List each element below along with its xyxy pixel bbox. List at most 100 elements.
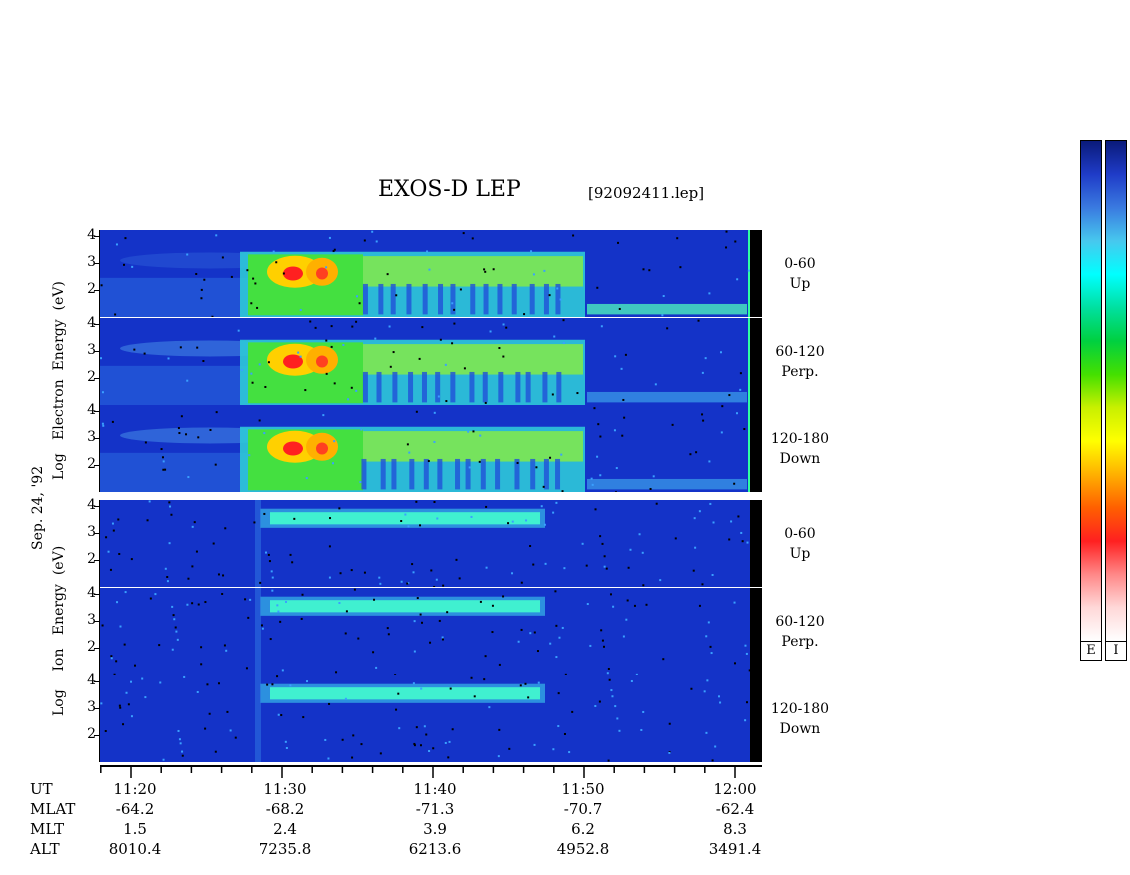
- ion-panel-1: [100, 500, 754, 587]
- noise-dot: [200, 297, 203, 300]
- noise-dot: [197, 603, 200, 606]
- noise-dot: [328, 236, 331, 239]
- noise-dot: [576, 392, 579, 395]
- noise-dot: [542, 485, 545, 488]
- noise-dot: [202, 360, 205, 363]
- noise-dot: [395, 294, 398, 297]
- date-label: Sep. 24, '92: [30, 465, 46, 550]
- tick-mark: [94, 263, 100, 264]
- noise-dot: [297, 351, 300, 354]
- noise-dot: [711, 759, 714, 762]
- noise-dot: [659, 579, 662, 582]
- noise-dot: [404, 513, 407, 516]
- noise-dot: [415, 410, 418, 413]
- noise-dot: [171, 648, 174, 651]
- noise-dot: [537, 681, 540, 684]
- noise-dot: [276, 675, 279, 678]
- noise-dot: [478, 460, 481, 463]
- noise-dot: [444, 363, 447, 366]
- striation: [423, 458, 429, 490]
- noise-dot: [200, 663, 203, 666]
- noise-dot: [161, 456, 164, 459]
- noise-dot: [304, 389, 307, 392]
- noise-dot: [328, 702, 331, 705]
- noise-dot: [394, 674, 397, 675]
- noise-dot: [112, 529, 115, 532]
- low-band: [587, 478, 747, 490]
- noise-dot: [245, 667, 248, 670]
- noise-dot: [597, 423, 600, 426]
- noise-dot: [498, 728, 501, 731]
- noise-dot: [437, 395, 440, 398]
- noise-dot: [130, 715, 133, 718]
- noise-dot: [200, 288, 203, 291]
- noise-dot: [524, 682, 527, 685]
- noise-dot: [408, 451, 411, 454]
- striation: [469, 371, 475, 403]
- electron-tick-1-4: 4: [87, 227, 96, 243]
- electron-side-bar-1: [754, 230, 762, 317]
- noise-dot: [591, 483, 594, 486]
- noise-dot: [433, 411, 436, 414]
- noise-dot: [124, 591, 127, 594]
- striation: [495, 458, 501, 490]
- noise-dot: [254, 282, 257, 285]
- noise-dot: [479, 600, 482, 603]
- noise-dot: [654, 383, 657, 386]
- panel-edge: [750, 675, 754, 762]
- noise-dot: [485, 505, 488, 508]
- noise-dot: [400, 520, 403, 523]
- noise-dot: [386, 627, 389, 630]
- noise-dot: [614, 355, 617, 358]
- noise-dot: [127, 703, 130, 706]
- noise-dot: [692, 569, 695, 572]
- noise-dot: [420, 687, 423, 690]
- noise-dot: [433, 440, 436, 443]
- noise-dot: [419, 744, 422, 747]
- noise-dot: [453, 322, 456, 325]
- axis-cell-mlat: -64.2: [115, 800, 155, 818]
- noise-dot: [594, 704, 597, 707]
- ion-y-label: Log Ion Energy (eV): [51, 546, 67, 716]
- noise-dot: [256, 306, 259, 309]
- noise-dot: [134, 664, 137, 667]
- noise-dot: [703, 690, 706, 693]
- noise-dot: [206, 683, 209, 686]
- noise-dot: [325, 372, 328, 375]
- noise-dot: [517, 640, 520, 643]
- noise-dot: [423, 725, 426, 728]
- row-label-ut: UT: [30, 780, 53, 798]
- noise-dot: [704, 357, 707, 360]
- ion-pitch-angle-2: 60-120 Perp.: [765, 612, 835, 652]
- noise-dot: [459, 288, 462, 291]
- noise-dot: [271, 576, 274, 579]
- noise-dot: [706, 679, 709, 682]
- striation: [362, 371, 368, 403]
- noise-dot: [160, 448, 163, 451]
- ion-band: [270, 600, 540, 613]
- noise-dot: [701, 583, 704, 586]
- noise-dot: [197, 436, 200, 439]
- noise-dot: [747, 269, 750, 272]
- noise-dot: [608, 678, 611, 681]
- noise-dot: [599, 435, 602, 438]
- noise-dot: [463, 367, 466, 370]
- pitch-angle-direction: Up: [789, 546, 811, 562]
- noise-dot: [355, 389, 358, 392]
- noise-dot: [240, 369, 243, 372]
- noise-dot: [187, 476, 190, 479]
- noise-dot: [222, 574, 225, 577]
- noise-dot: [611, 695, 614, 698]
- panel-edge: [750, 230, 754, 317]
- noise-dot: [693, 517, 696, 520]
- noise-dot: [117, 518, 120, 521]
- noise-dot: [618, 307, 621, 310]
- noise-dot: [374, 337, 377, 340]
- row-label-mlt: MLT: [30, 820, 65, 838]
- electron-tick-1-2: 2: [87, 281, 96, 297]
- tick-mark: [94, 236, 100, 237]
- noise-dot: [536, 650, 539, 653]
- noise-dot: [532, 563, 535, 566]
- low-band: [587, 391, 747, 403]
- noise-dot: [100, 702, 103, 705]
